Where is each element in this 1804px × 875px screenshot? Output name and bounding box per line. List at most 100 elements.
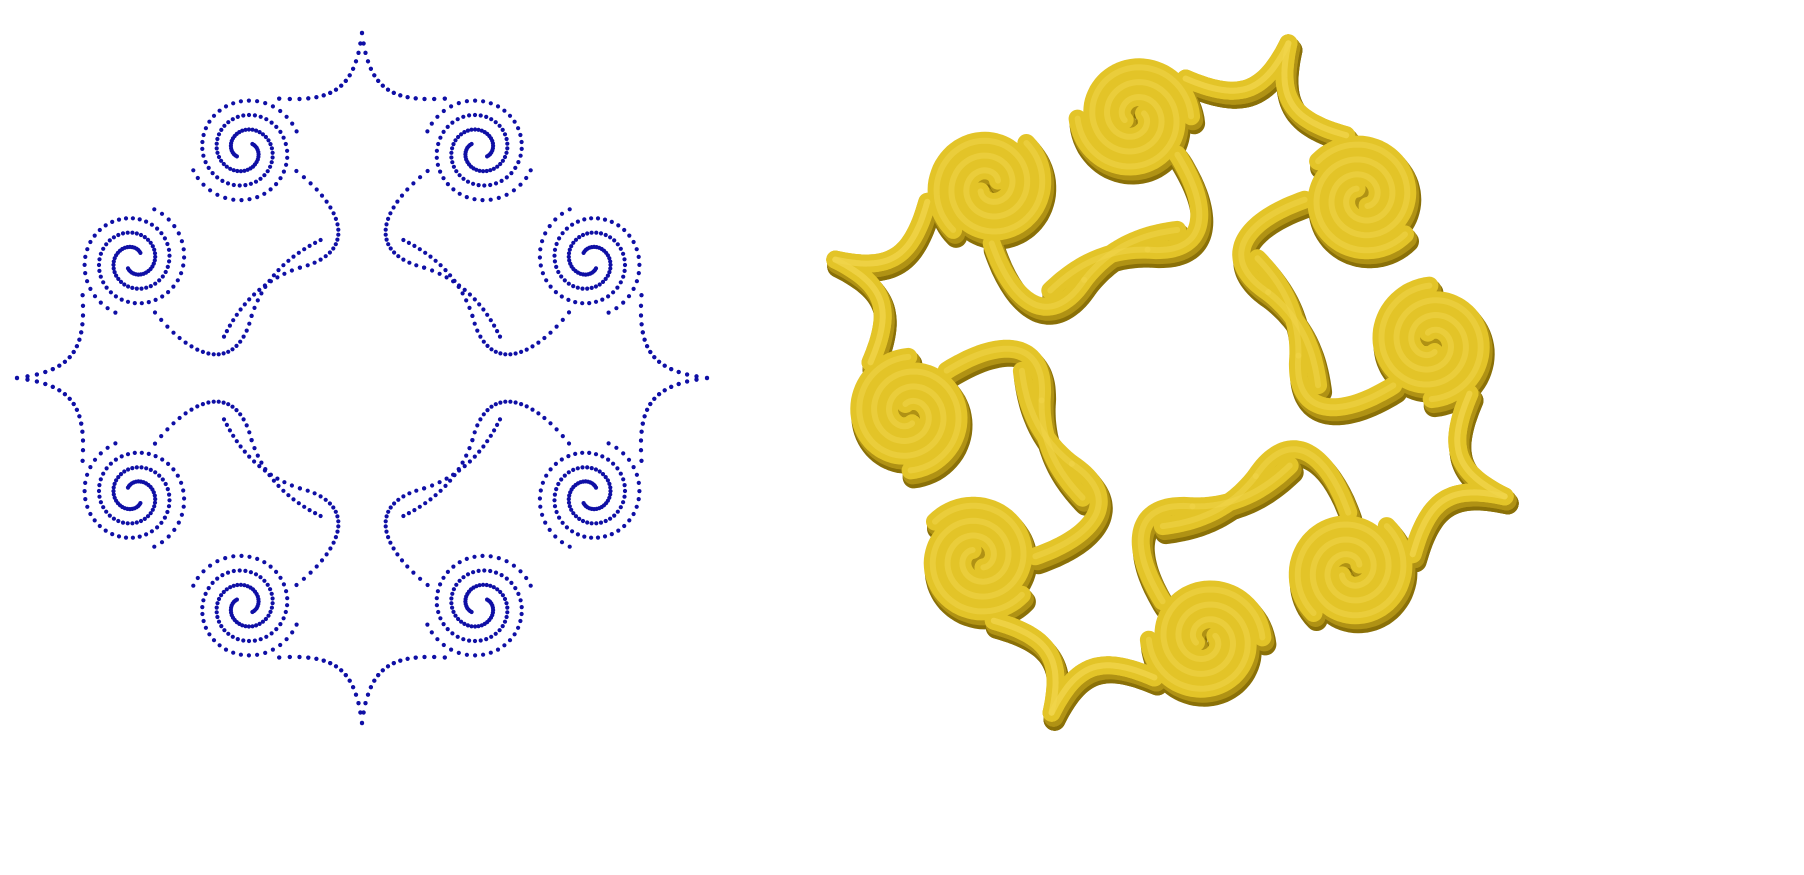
sample-dot (622, 257, 627, 262)
sample-dot (319, 193, 325, 198)
sample-dot (460, 291, 465, 296)
sample-dot (74, 344, 79, 349)
sample-dot (217, 643, 222, 648)
sample-dot (556, 481, 561, 487)
sample-dot (119, 297, 124, 302)
sample-dot (159, 540, 165, 545)
sample-dot (456, 616, 461, 622)
sample-dot (602, 534, 608, 539)
sample-dot (333, 664, 339, 669)
sample-dot (662, 363, 667, 368)
sample-dot (271, 273, 276, 278)
sample-dot (301, 175, 306, 180)
sample-dot (585, 286, 590, 291)
sample-dot (221, 417, 227, 422)
sample-dot (435, 589, 440, 594)
sample-dot (504, 175, 509, 180)
sample-dot (144, 285, 149, 290)
sample-dot (175, 278, 180, 283)
sample-dot (289, 483, 294, 488)
sample-dot (287, 96, 292, 102)
sample-dot (181, 247, 186, 252)
sample-dot (493, 120, 498, 125)
sample-dot (606, 441, 611, 446)
sample-dot (449, 155, 454, 160)
sample-dot (307, 508, 312, 513)
sample-dot (343, 78, 348, 83)
sample-dot (110, 532, 115, 537)
sample-dot (497, 123, 502, 128)
sample-dot (85, 504, 90, 509)
tube-highlight (943, 345, 1046, 404)
sample-dot (485, 597, 490, 602)
sample-dot (276, 483, 281, 488)
sample-dot (495, 104, 501, 109)
sample-dot (257, 130, 262, 135)
sample-dot (160, 294, 165, 299)
sample-dot (569, 507, 574, 512)
sample-dot (536, 411, 541, 416)
tube-highlight (1393, 297, 1484, 403)
sample-dot (435, 114, 440, 119)
sample-dot (247, 297, 252, 302)
sample-dot (252, 305, 257, 310)
sample-dot (464, 453, 469, 458)
sample-dot (559, 457, 564, 462)
sample-dot (432, 96, 437, 102)
sample-dot (464, 99, 469, 104)
sample-dot (560, 520, 565, 525)
sample-dot (386, 242, 391, 247)
sample-dot (631, 239, 636, 245)
sample-dot (25, 377, 30, 382)
sample-dot (228, 166, 233, 171)
sample-dot (497, 628, 502, 633)
sample-dot (274, 569, 279, 575)
sample-dot (540, 512, 545, 517)
sample-dot (159, 317, 164, 322)
sample-dot (433, 493, 438, 498)
sample-dot (508, 352, 513, 357)
sample-dot (263, 616, 268, 622)
sample-dot (472, 554, 477, 559)
tube-highlight (1081, 226, 1181, 283)
sample-dot (662, 388, 667, 393)
tube-highlight (1048, 662, 1158, 716)
sample-dot (246, 638, 252, 644)
sample-dot (328, 90, 333, 95)
sample-dot (616, 223, 621, 228)
sample-dot (125, 266, 131, 271)
sample-dot (278, 642, 283, 648)
sample-dot (544, 473, 549, 478)
extruded-ornament-panel (826, 34, 1519, 731)
sample-dot (498, 351, 503, 356)
sample-dot (235, 637, 240, 642)
sample-dot (166, 461, 171, 466)
sample-dot (148, 284, 153, 289)
sample-dot (145, 514, 151, 519)
sample-dot (472, 430, 477, 435)
sample-dot (595, 535, 601, 540)
sample-dot (219, 624, 224, 629)
sample-dot (277, 655, 282, 660)
sample-dot (538, 488, 543, 493)
sample-dot (585, 520, 590, 525)
sample-dot (560, 434, 565, 439)
sample-dot (230, 634, 235, 639)
sample-dot (144, 466, 149, 471)
sample-dot (290, 630, 295, 635)
sample-dot (388, 246, 393, 251)
sample-dot (567, 207, 572, 212)
sample-dot (152, 504, 157, 509)
sample-dot (511, 563, 516, 568)
sample-dot (401, 257, 406, 262)
sample-dot (634, 279, 640, 284)
sample-dot (636, 480, 641, 485)
sample-dot (396, 497, 401, 502)
tube-highlight (1238, 196, 1308, 296)
sample-dot (208, 563, 213, 568)
sample-dot (564, 525, 570, 530)
sample-dot (495, 422, 500, 427)
sample-dot (328, 205, 333, 210)
sample-dot (639, 293, 644, 298)
sample-dot (258, 575, 263, 580)
